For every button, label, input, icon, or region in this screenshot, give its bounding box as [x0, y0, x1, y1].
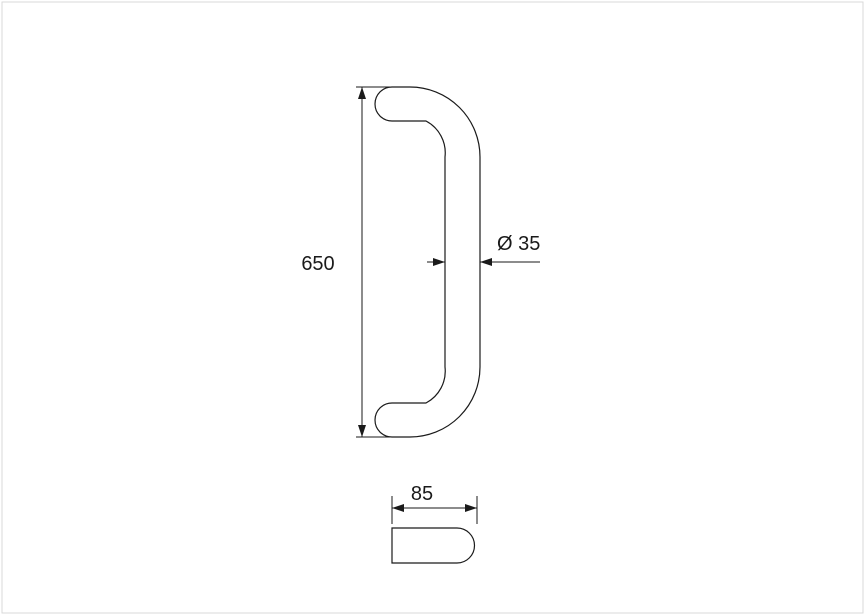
height-dimension: 650 — [301, 87, 390, 437]
foot-outline — [392, 528, 475, 563]
diameter-label: Ø 35 — [497, 233, 540, 255]
main-view: 650 Ø 35 — [301, 87, 540, 437]
technical-drawing: 650 Ø 35 85 — [0, 0, 865, 615]
height-label: 650 — [301, 253, 334, 275]
bottom-view: 85 — [392, 483, 477, 563]
diameter-dimension: Ø 35 — [427, 233, 540, 266]
depth-label: 85 — [411, 483, 433, 505]
depth-dimension: 85 — [392, 483, 477, 524]
